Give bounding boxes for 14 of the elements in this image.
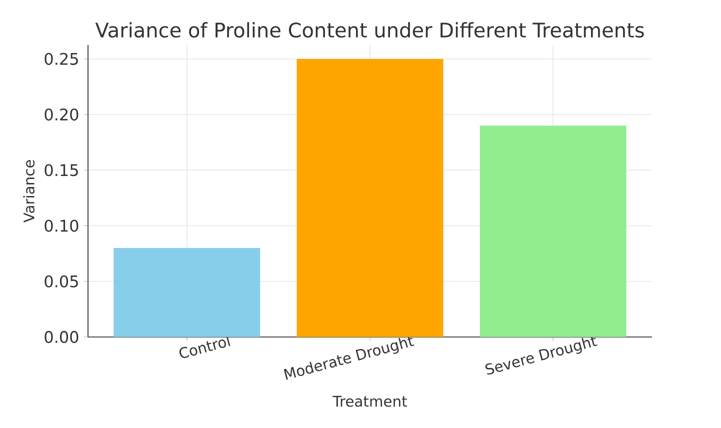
y-tick-label: 0.25 <box>44 52 78 65</box>
y-tick-label: 0.10 <box>44 220 78 232</box>
bar <box>296 58 444 337</box>
y-tick-label: 0.20 <box>44 108 78 121</box>
y-tick-label: 0.15 <box>44 164 78 176</box>
x-tick-label: Control <box>179 335 230 358</box>
y-tick-label: 0.05 <box>44 275 78 288</box>
x-tick-label: Severe Drought <box>485 336 598 375</box>
x-axis-title: Treatment <box>332 396 407 407</box>
y-tick-label: 0.00 <box>44 330 78 344</box>
bar <box>480 126 626 337</box>
chart-title: Variance of Proline Content under Different Treatments <box>95 22 644 38</box>
bar <box>114 248 260 337</box>
y-axis-title: Variance <box>23 160 35 223</box>
